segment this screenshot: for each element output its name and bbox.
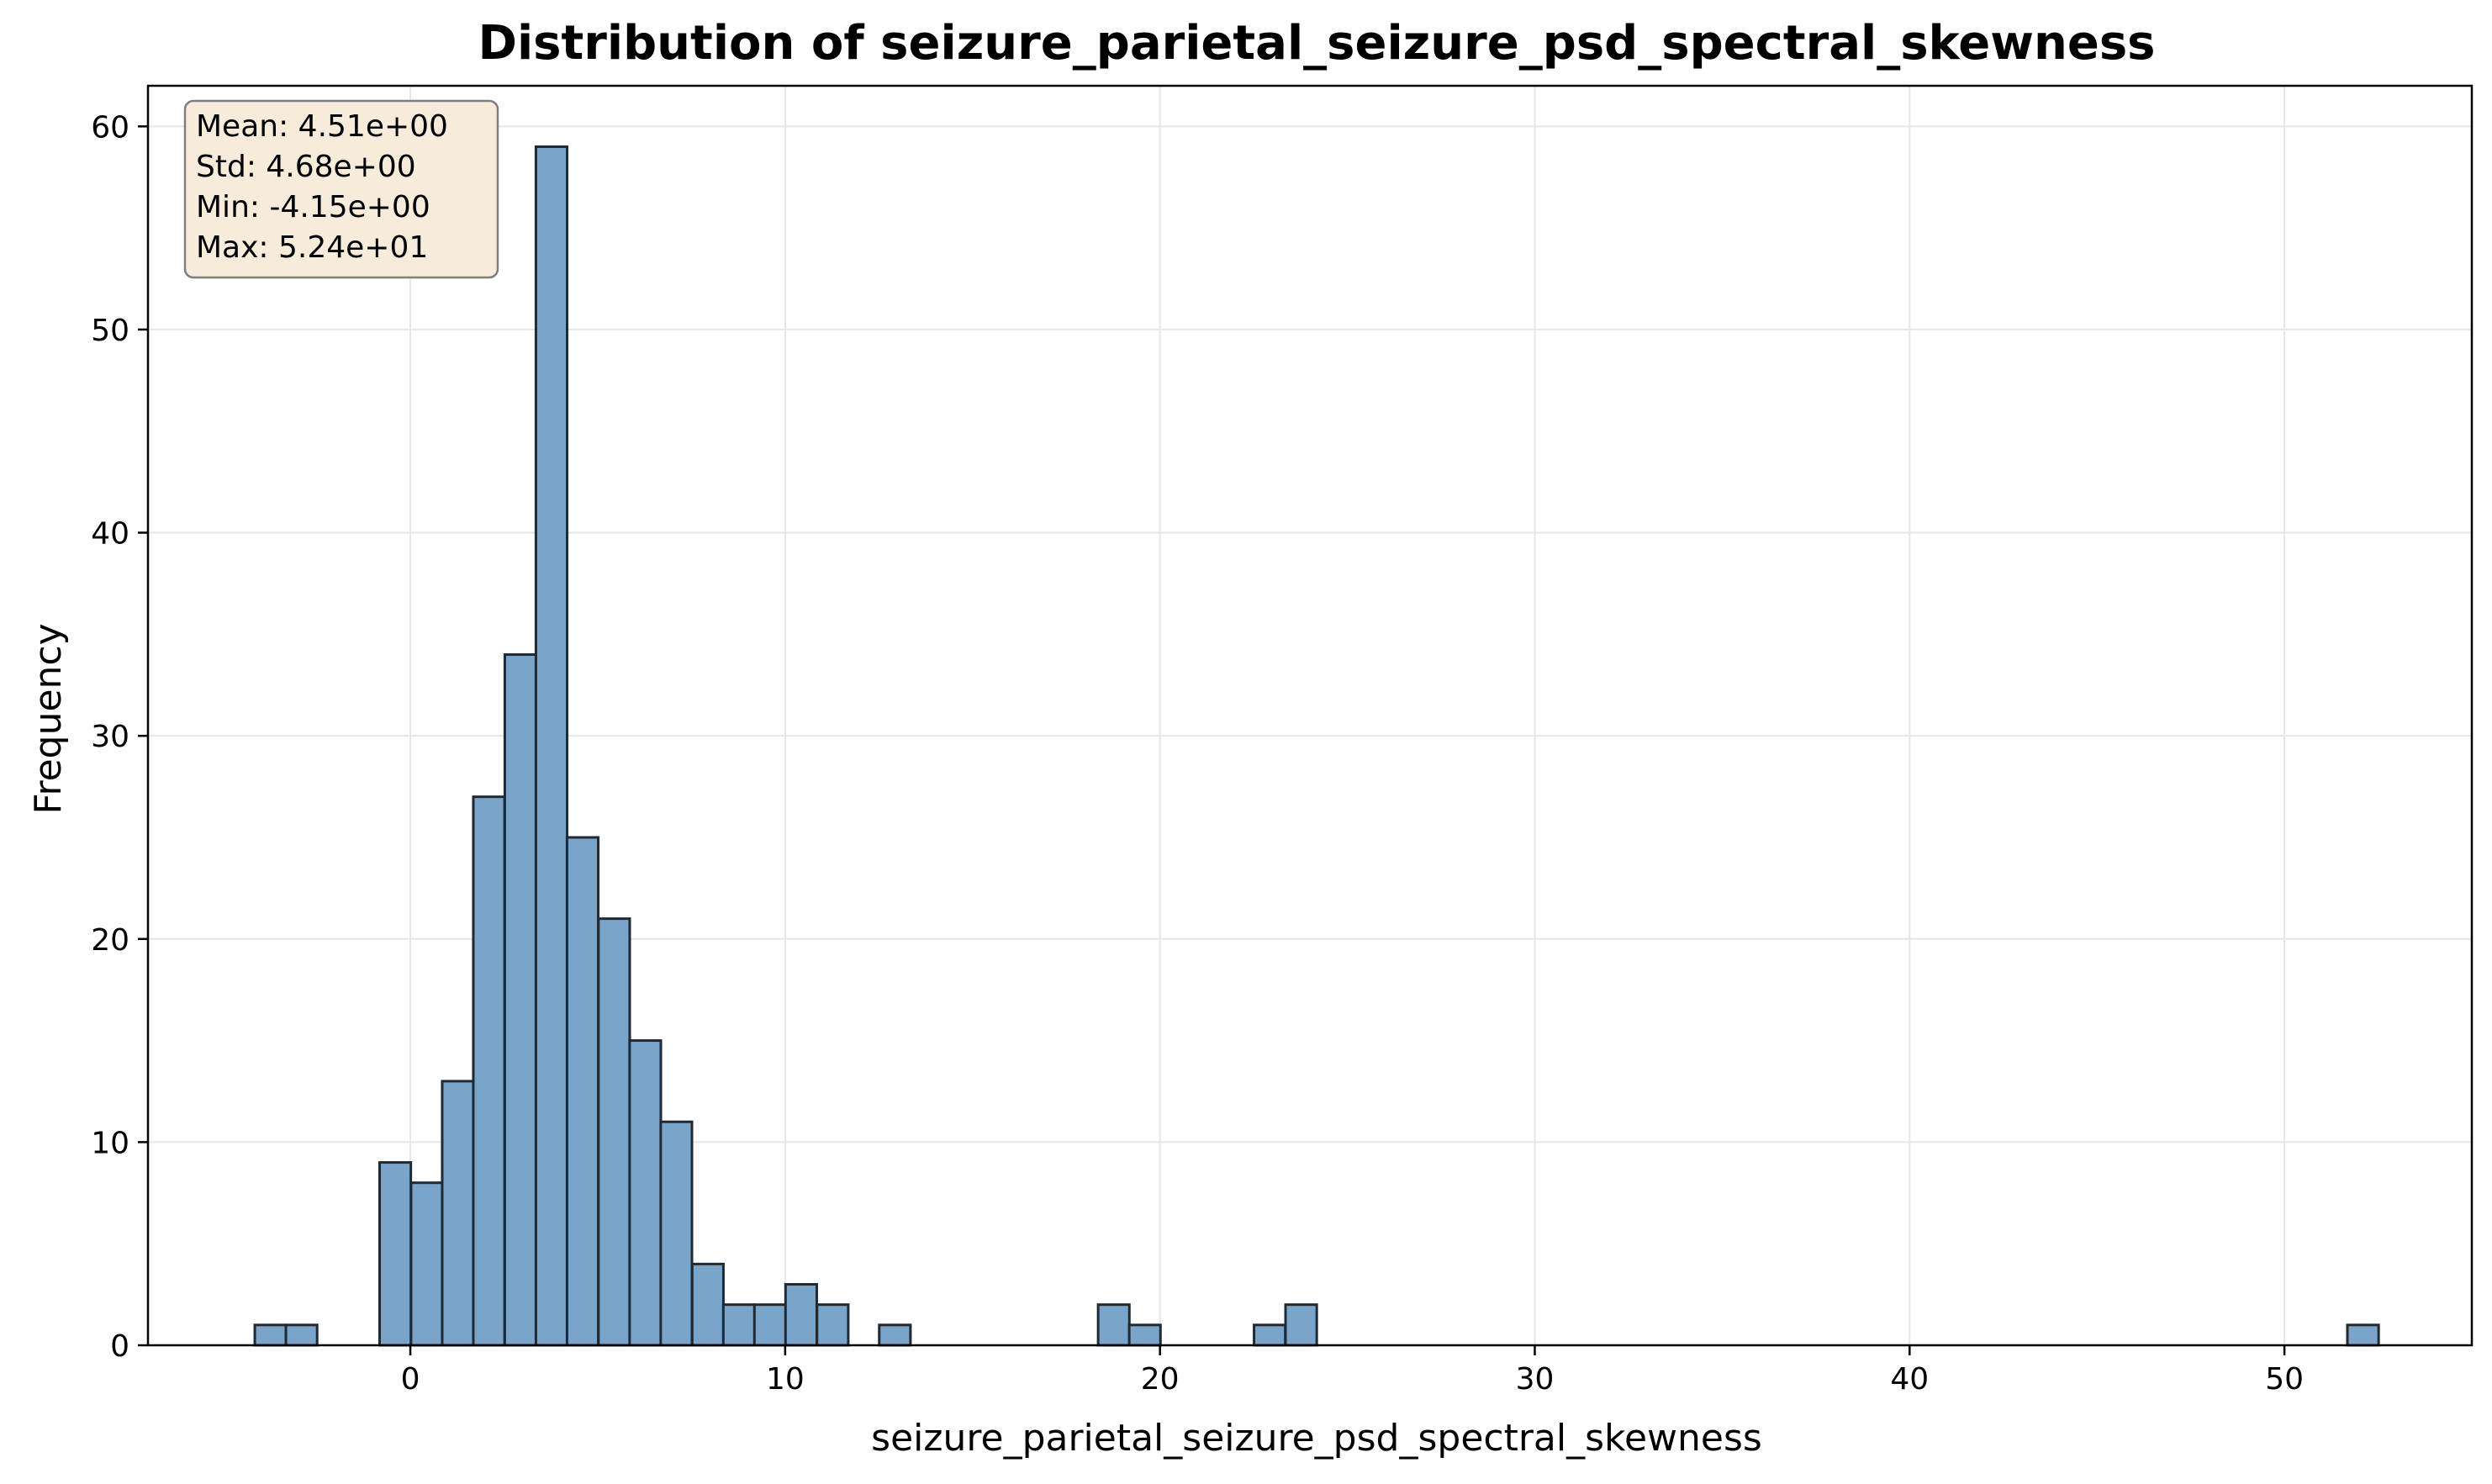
histogram-bar xyxy=(721,1303,756,1347)
x-axis-ticks: 0 10 20 30 40 50 xyxy=(401,1345,2304,1397)
histogram-bars xyxy=(253,145,2380,1347)
histogram-bar xyxy=(378,1161,413,1347)
stats-min: Min: -4.15e+00 xyxy=(196,190,430,224)
histogram-bar xyxy=(1127,1323,1162,1347)
histogram-bar xyxy=(784,1283,818,1347)
y-axis-ticks: 0 10 20 30 40 50 60 xyxy=(91,110,148,1364)
histogram-bar xyxy=(253,1323,288,1347)
histogram-bar xyxy=(534,145,569,1347)
stats-box: Mean: 4.51e+00 Std: 4.68e+00 Min: -4.15e… xyxy=(183,99,499,279)
x-tick-label: 40 xyxy=(1890,1362,1929,1397)
histogram-bar xyxy=(565,836,600,1347)
y-tick-label: 40 xyxy=(91,517,129,552)
x-tick-label: 10 xyxy=(766,1362,805,1397)
y-axis-label: Frequency xyxy=(27,623,70,814)
histogram-bar xyxy=(2346,1323,2380,1347)
x-tick-label: 30 xyxy=(1516,1362,1555,1397)
x-tick-label: 20 xyxy=(1141,1362,1180,1397)
stats-box-background xyxy=(183,99,499,279)
histogram-bar xyxy=(878,1323,912,1347)
histogram-bar xyxy=(628,1039,663,1347)
histogram-bar xyxy=(816,1303,850,1347)
x-axis-label: seizure_parietal_seizure_psd_spectral_sk… xyxy=(871,1417,1762,1460)
histogram-bar xyxy=(441,1080,475,1347)
histogram-bar xyxy=(690,1262,725,1347)
histogram-bar xyxy=(752,1303,787,1347)
histogram-bar xyxy=(659,1120,694,1347)
stats-mean: Mean: 4.51e+00 xyxy=(196,109,448,144)
histogram-bar xyxy=(284,1323,319,1347)
histogram-bar xyxy=(472,795,506,1347)
histogram-bar xyxy=(409,1181,444,1347)
stats-std: Std: 4.68e+00 xyxy=(196,150,416,184)
histogram-bar xyxy=(1096,1303,1131,1347)
histogram-bar xyxy=(597,917,631,1347)
x-tick-label: 50 xyxy=(2265,1362,2304,1397)
histogram-bar xyxy=(1284,1303,1318,1347)
x-tick-label: 0 xyxy=(401,1362,420,1397)
y-tick-label: 60 xyxy=(91,110,129,145)
y-tick-label: 30 xyxy=(91,720,129,754)
stats-max: Max: 5.24e+01 xyxy=(196,230,428,265)
y-tick-label: 0 xyxy=(110,1329,129,1364)
y-tick-label: 50 xyxy=(91,314,129,348)
histogram-bar xyxy=(503,653,538,1347)
plot-area-frame xyxy=(146,84,2474,1347)
histogram-bar xyxy=(1253,1323,1287,1347)
y-tick-label: 10 xyxy=(91,1126,129,1160)
y-tick-label: 20 xyxy=(91,923,129,958)
chart-title: Distribution of seizure_parietal_seizure… xyxy=(478,16,2156,71)
